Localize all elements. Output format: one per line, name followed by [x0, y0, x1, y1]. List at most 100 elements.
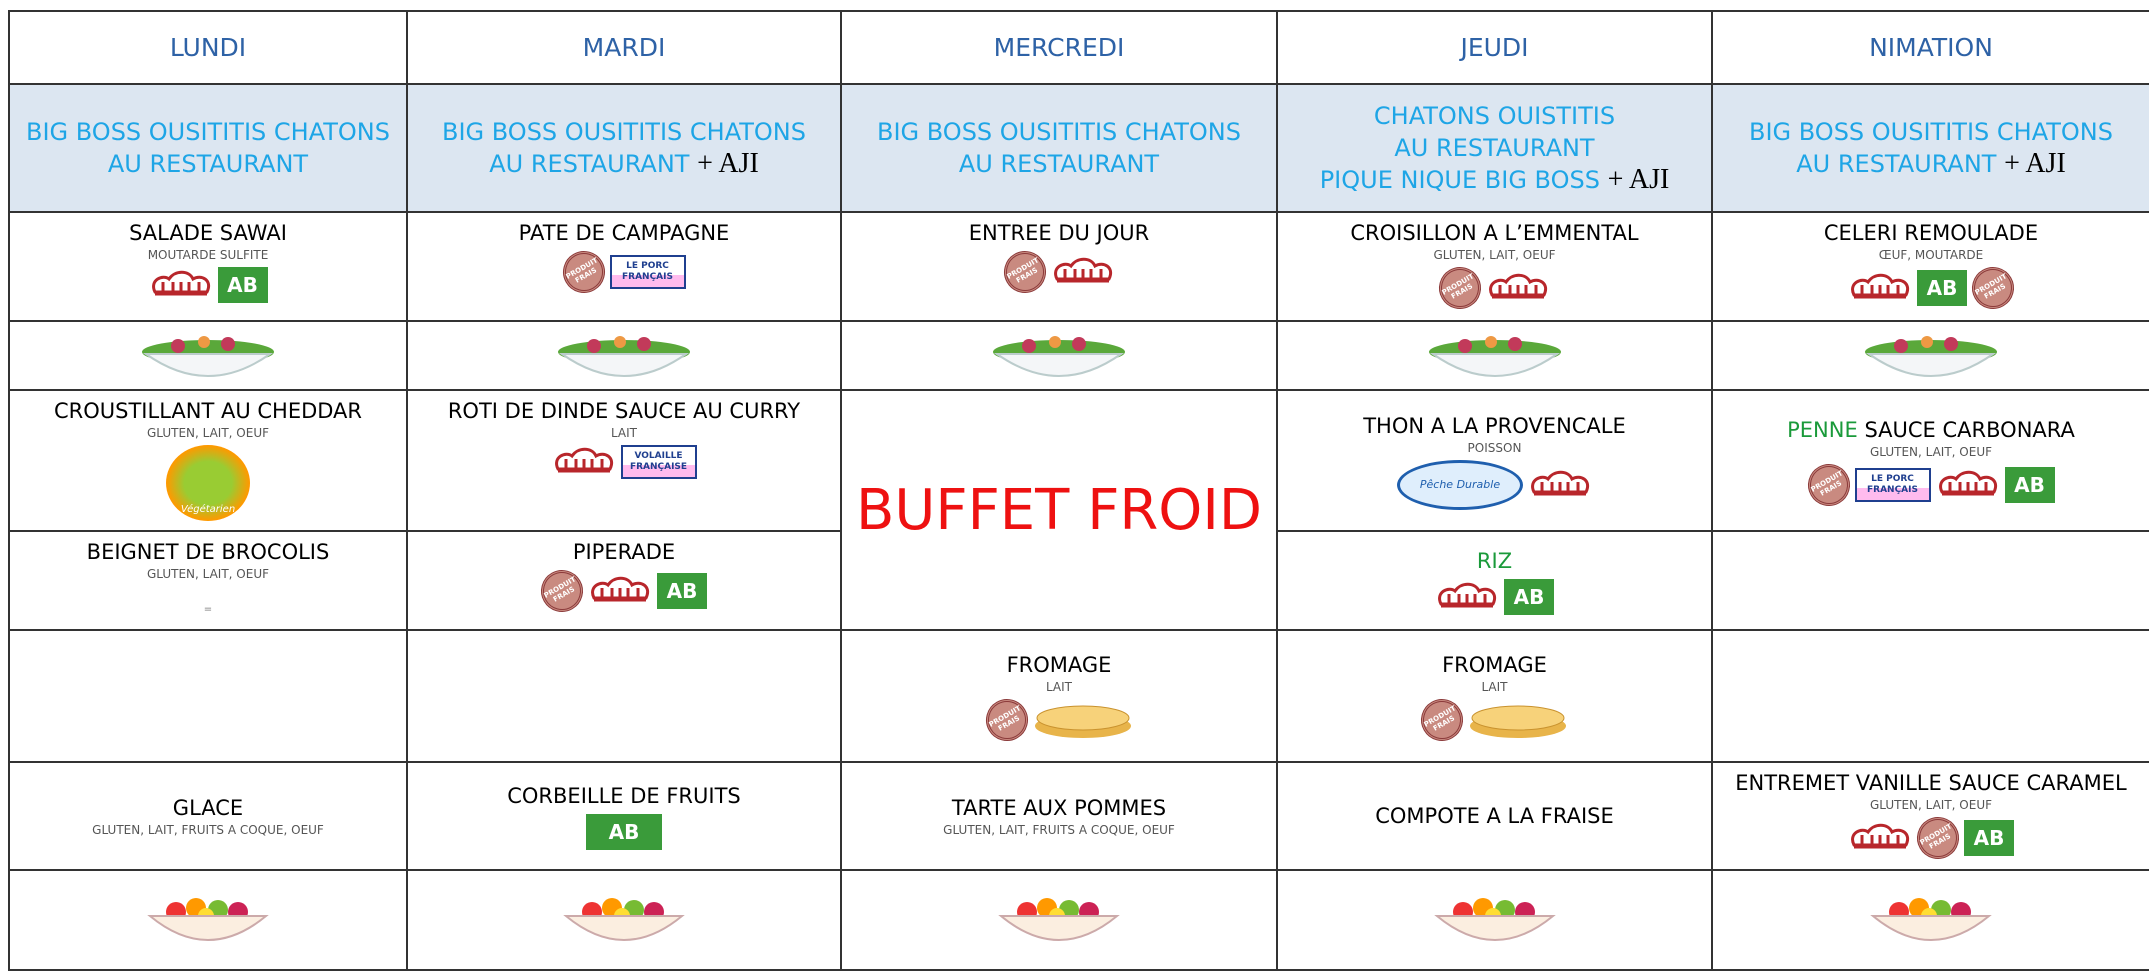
- bowl-cell: [10, 322, 408, 391]
- porc-logo: LE PORC FRANÇAIS: [609, 255, 686, 289]
- bowl-cell: [842, 871, 1278, 971]
- icon: [1936, 470, 2000, 500]
- allergens: ŒUF, MOUTARDE: [1878, 248, 1984, 262]
- icon: [1861, 892, 2001, 948]
- allergens: GLUTEN, LAIT, OEUF: [146, 567, 270, 581]
- element: [1440, 584, 1495, 606]
- allergens: GLUTEN, LAIT, OEUF: [146, 426, 270, 440]
- element: [1429, 336, 1561, 376]
- allergens: LAIT: [1045, 680, 1073, 694]
- group-line: AU RESTAURANT: [107, 150, 309, 178]
- allergens: GLUTEN, LAIT, OEUF: [1869, 444, 1993, 459]
- dish: COMPOTE A LA FRAISE: [1375, 804, 1614, 828]
- bowl-cell: [1713, 322, 2149, 391]
- dessert-cell: COMPOTE A LA FRAISE: [1278, 763, 1713, 871]
- fresh-stamp: PRODUIT FRAIS: [533, 562, 591, 620]
- group-line: AU RESTAURANT: [958, 150, 1160, 178]
- icon: [138, 328, 278, 384]
- element: [1035, 706, 1131, 738]
- bowl-cell: [842, 322, 1278, 391]
- bowl-cell: [408, 322, 842, 391]
- day-header: MARDI: [408, 12, 842, 85]
- label: AB: [2014, 472, 2045, 497]
- fresh-stamp: PRODUIT FRAIS: [1799, 455, 1858, 514]
- element: [150, 898, 266, 940]
- dish: CELERI REMOULADE: [1823, 221, 2039, 245]
- label: AB: [608, 820, 640, 844]
- ab-logo: AB: [1917, 270, 1967, 306]
- allergens: GLUTEN, LAIT, OEUF: [1869, 798, 1993, 812]
- element: PRODUIT FRAIS LE PORC FRANÇAIS: [554, 243, 686, 301]
- dish: TARTE AUX POMMES: [951, 796, 1167, 820]
- starter-cell: ENTREE DU JOUR PRODUIT FRAIS: [842, 213, 1278, 322]
- icon: [1848, 823, 1912, 853]
- bowl-cell: [1278, 322, 1713, 391]
- element: PRODUIT FRAIS AB: [533, 562, 707, 620]
- ab-logo: AB: [586, 814, 662, 850]
- empty-cell: [1713, 532, 2149, 631]
- fresh-stamp: PRODUIT FRAIS: [1413, 691, 1471, 749]
- element: [1001, 898, 1117, 940]
- dish-highlight: RIZ: [1476, 548, 1513, 573]
- dish: THON A LA PROVENCALE: [1363, 413, 1626, 438]
- fresh-stamp: PRODUIT FRAIS: [977, 691, 1036, 749]
- element: Végétarien: [166, 445, 250, 521]
- element: [1437, 898, 1553, 940]
- element: [1470, 706, 1566, 738]
- element: [556, 449, 611, 471]
- icon: [1435, 582, 1499, 612]
- ab-logo: AB: [1504, 578, 1554, 615]
- menu-table: LUNDI MARDI MERCREDI JEUDI NIMATION BIG …: [8, 10, 2149, 971]
- porc-logo: LE PORC FRANÇAIS: [1854, 467, 1931, 502]
- group-line: BIG BOSS OUSITITIS CHATONS: [441, 118, 806, 146]
- empty-cell: [10, 631, 408, 763]
- element: AB PRODUIT FRAIS: [1848, 259, 2022, 317]
- main-cell: THON A LA PROVENCALE POISSON Pêche Durable: [1278, 391, 1713, 532]
- dessert-cell: CORBEILLE DE FRUITS AB: [408, 763, 842, 871]
- dish: SAUCE CARBONARA: [1864, 417, 2075, 442]
- group-extra: + AJI: [2004, 148, 2066, 179]
- element: [153, 272, 208, 294]
- group-line: CHATONS OUISTITIS: [1373, 102, 1616, 130]
- element: [993, 336, 1125, 376]
- element: VOLAILLE FRANÇAISE: [552, 445, 697, 479]
- peche-logo: Pêche Durable: [1397, 459, 1523, 510]
- icon: [1486, 273, 1550, 303]
- icon: [554, 892, 694, 948]
- icon: [1051, 257, 1115, 287]
- group-cell: BIG BOSS OUSITITIS CHATONS AU RESTAURANT …: [408, 85, 842, 213]
- label: AB: [1926, 276, 1958, 300]
- allergens: LAIT: [610, 426, 638, 440]
- icon: [149, 270, 213, 300]
- side-cell: RIZ AB: [1278, 532, 1713, 631]
- volaille-logo: VOLAILLE FRANÇAISE: [620, 445, 697, 479]
- dish: SALADE SAWAI: [129, 221, 287, 245]
- element: [1940, 472, 1995, 494]
- label: AB: [1973, 826, 2005, 850]
- bowl-cell: [1713, 871, 2149, 971]
- bowl-cell: [10, 871, 408, 971]
- dish: PIPERADE: [572, 540, 676, 564]
- element: [142, 336, 274, 376]
- allergens: POISSON: [1467, 440, 1522, 455]
- element: PRODUIT FRAIS: [977, 691, 1133, 749]
- dish: FROMAGE: [1006, 653, 1112, 677]
- group-line: BIG BOSS OUSITITIS CHATONS: [1748, 118, 2113, 146]
- starter-cell: PATE DE CAMPAGNE PRODUIT FRAIS LE PORC FRA…: [408, 213, 842, 322]
- dish: ROTI DE DINDE SAUCE AU CURRY: [447, 399, 801, 423]
- icon: [989, 328, 1129, 384]
- dish: ENTREMET VANILLE SAUCE CARAMEL: [1735, 771, 2127, 795]
- dish: CORBEILLE DE FRUITS: [507, 784, 741, 808]
- icon: [1848, 273, 1912, 303]
- cheese-cell: FROMAGE LAIT PRODUIT FRAIS: [1278, 631, 1713, 763]
- cheese-cell: FROMAGE LAIT PRODUIT FRAIS: [842, 631, 1278, 763]
- element: [1533, 472, 1588, 494]
- allergens: MOUTARDE SULFITE: [147, 248, 269, 262]
- label: AB: [227, 273, 258, 297]
- group-line: BIG BOSS OUSITITIS CHATONS: [876, 118, 1241, 146]
- icon: [1033, 700, 1133, 740]
- fresh-stamp: PRODUIT FRAIS: [1964, 259, 2022, 317]
- dish: CROISILLON A L’EMMENTAL: [1350, 221, 1639, 245]
- allergens: LAIT: [1481, 680, 1508, 694]
- group-cell: CHATONS OUISTITIS AU RESTAURANT PIQUE NIQU…: [1278, 85, 1713, 213]
